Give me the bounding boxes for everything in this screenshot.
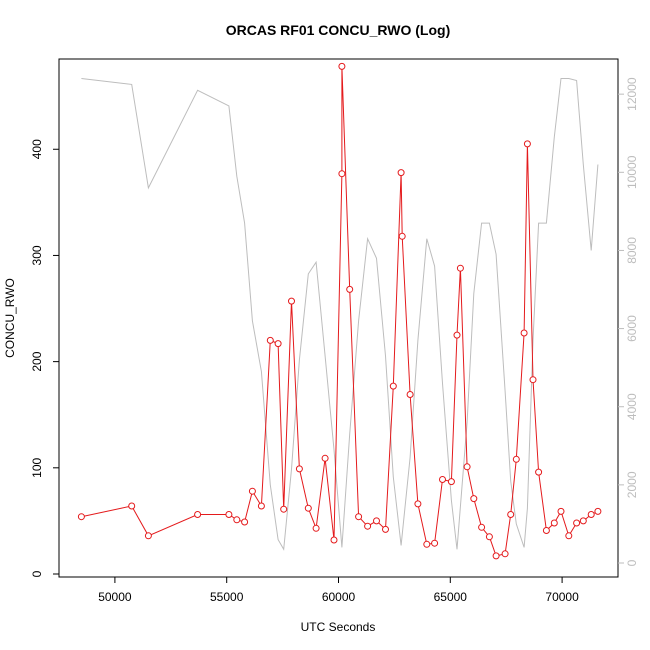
chart-title: ORCAS RF01 CONCU_RWO (Log)	[226, 22, 451, 38]
data-point	[512, 455, 520, 463]
data-point	[492, 552, 500, 560]
data-point	[529, 376, 537, 384]
data-point	[288, 297, 295, 305]
data-point	[520, 329, 528, 337]
right-y-axis: 0 2000 4000 6000 8000 10000 12000	[618, 77, 639, 566]
y-axis-label: CONCU_RWO	[3, 278, 17, 358]
data-point	[77, 513, 85, 521]
data-point	[447, 478, 455, 486]
data-point	[463, 463, 471, 471]
data-point	[406, 391, 414, 398]
data-point	[501, 550, 509, 558]
x-tick-label: 70000	[545, 590, 579, 604]
left-y-tick-label: 100	[30, 457, 44, 477]
left-y-tick-label: 400	[30, 139, 44, 159]
data-point	[241, 518, 249, 526]
data-point	[470, 495, 478, 503]
data-point	[431, 539, 439, 547]
data-point	[389, 382, 397, 390]
data-point	[338, 170, 346, 178]
data-point	[594, 507, 602, 515]
data-point	[414, 500, 422, 508]
left-y-tick-label: 0	[30, 570, 44, 577]
left-y-tick-label: 200	[30, 351, 44, 371]
right-y-tick-label: 4000	[625, 393, 639, 420]
data-point	[128, 502, 136, 510]
data-point	[194, 511, 202, 518]
data-point	[274, 340, 282, 348]
data-point	[266, 336, 274, 344]
data-point	[312, 524, 320, 532]
right-y-tick-label: 0	[625, 559, 639, 566]
data-point	[565, 532, 573, 540]
data-point	[478, 523, 486, 531]
data-point	[144, 532, 152, 540]
data-point	[382, 525, 389, 533]
x-tick-label: 65000	[434, 590, 468, 604]
data-point	[535, 468, 543, 476]
data-point	[542, 527, 550, 534]
data-point	[225, 511, 233, 518]
data-point	[456, 264, 464, 272]
data-point	[338, 62, 346, 70]
data-point	[364, 522, 372, 530]
data-point	[557, 507, 565, 515]
data-point	[397, 169, 405, 177]
data-point	[355, 513, 363, 521]
x-tick-label: 55000	[210, 590, 244, 604]
data-point	[507, 511, 515, 518]
data-point	[523, 140, 531, 148]
left-y-tick-label: 300	[30, 245, 44, 265]
right-y-tick-label: 8000	[625, 237, 639, 264]
data-point	[346, 285, 354, 293]
data-point	[573, 519, 581, 527]
data-point	[550, 519, 558, 527]
left-y-axis: 0 100 200 300 400	[30, 139, 59, 577]
data-point	[453, 331, 461, 339]
data-point	[330, 536, 338, 544]
data-point	[304, 504, 312, 512]
x-axis: 50000 55000 60000 65000 70000	[98, 577, 579, 604]
right-y-tick-label: 6000	[625, 315, 639, 342]
data-point	[439, 476, 446, 483]
primary-series-line	[81, 66, 599, 557]
right-y-tick-label: 12000	[625, 77, 639, 111]
data-point	[398, 232, 406, 240]
data-point	[373, 517, 380, 525]
x-tick-label: 50000	[98, 590, 132, 604]
series-layer	[77, 62, 602, 560]
right-y-tick-label: 2000	[625, 471, 639, 498]
data-point	[321, 454, 329, 462]
data-point	[485, 533, 493, 541]
data-point	[280, 505, 288, 513]
data-point	[579, 517, 587, 525]
x-axis-label: UTC Seconds	[301, 620, 376, 634]
data-point	[248, 487, 256, 495]
data-point	[587, 511, 595, 518]
x-tick-label: 60000	[322, 590, 356, 604]
data-point	[295, 465, 303, 473]
secondary-series-line	[81, 78, 599, 551]
data-point	[423, 540, 431, 548]
data-point	[233, 516, 241, 524]
right-y-tick-label: 10000	[625, 155, 639, 189]
data-point	[257, 502, 265, 510]
